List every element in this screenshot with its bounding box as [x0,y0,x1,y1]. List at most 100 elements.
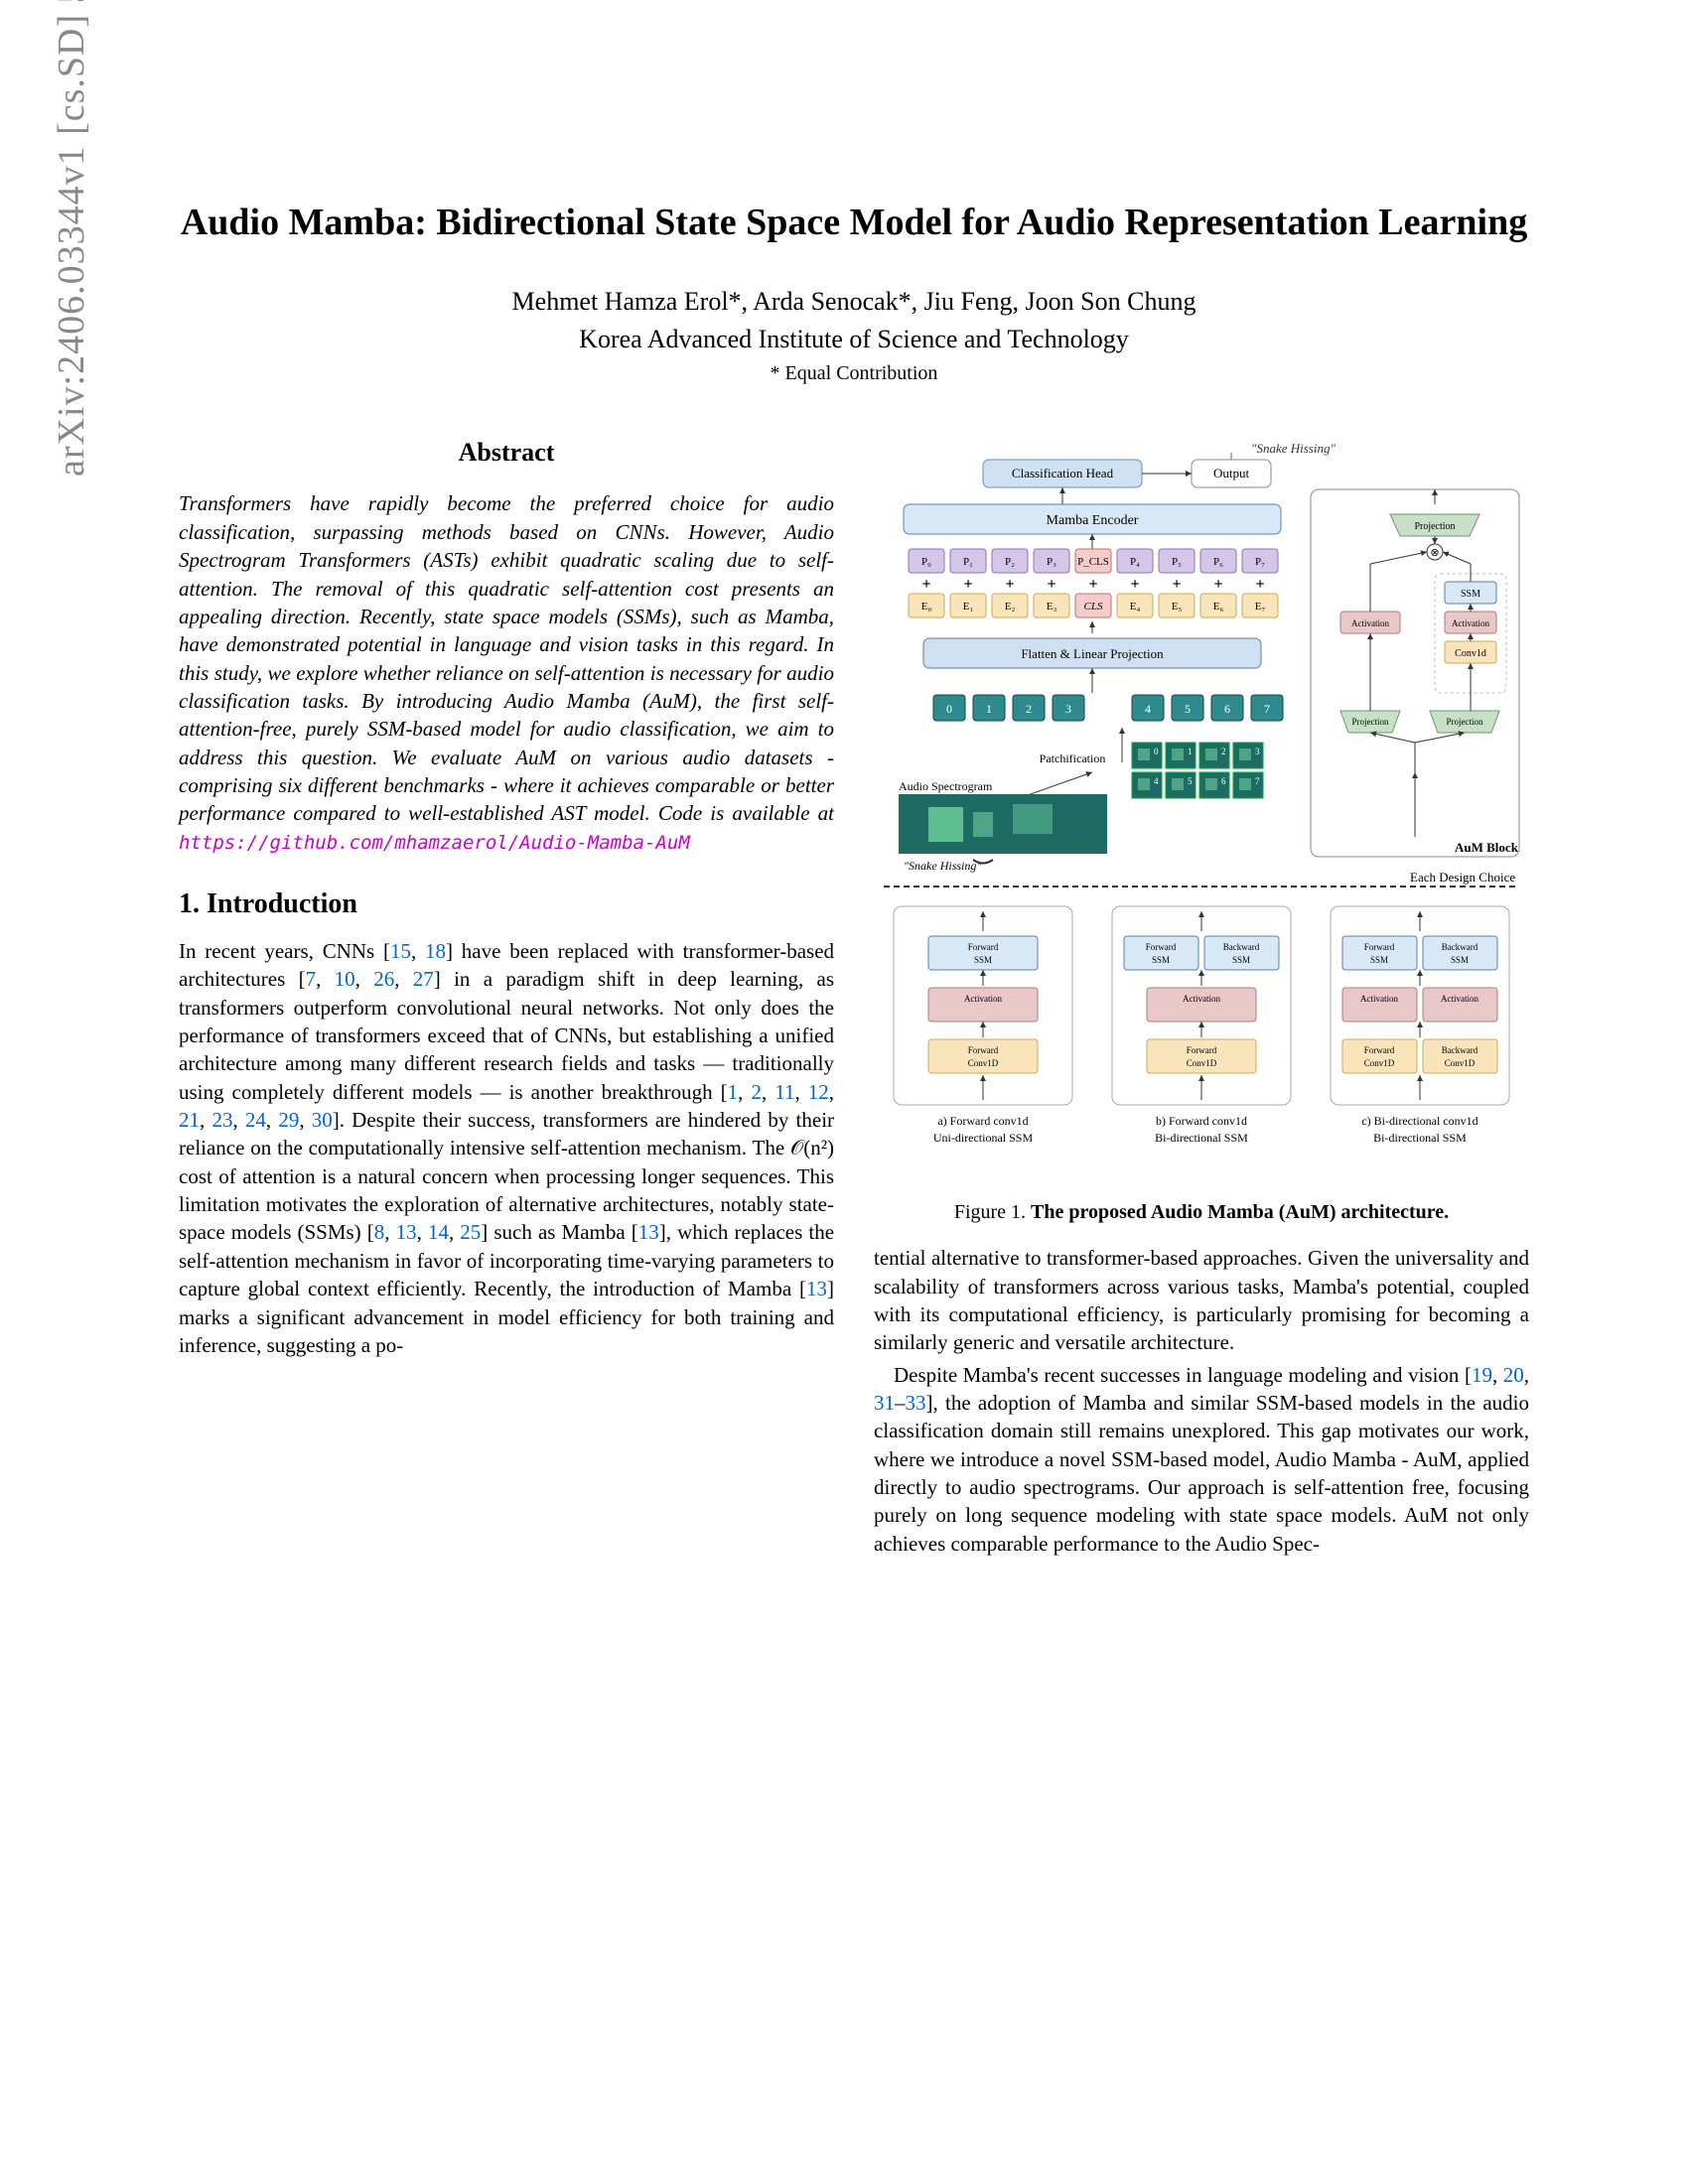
cite-15[interactable]: 15 [390,939,411,963]
cite-27[interactable]: 27 [413,967,434,991]
svg-text:Activation: Activation [1452,618,1489,628]
architecture-diagram: "Snake Hissing" Classification Head Outp… [874,435,1529,1189]
svg-text:Activation: Activation [1351,618,1389,628]
svg-text:7: 7 [1255,776,1260,786]
svg-text:P₃: P₃ [1047,556,1056,568]
svg-text:E₅: E₅ [1172,601,1183,613]
svg-text:+: + [1047,576,1055,593]
cite-14[interactable]: 14 [428,1220,449,1244]
svg-text:2: 2 [1221,747,1226,756]
svg-text:P_CLS: P_CLS [1077,556,1109,568]
svg-text:P₅: P₅ [1172,556,1182,568]
svg-text:Conv1d: Conv1d [1455,648,1486,659]
cite-2[interactable]: 2 [751,1080,762,1104]
cite-33[interactable]: 33 [906,1391,926,1415]
svg-text:Projection: Projection [1447,717,1483,727]
cite-13[interactable]: 13 [396,1220,417,1244]
authors: Mehmet Hamza Erol*, Arda Senocak*, Jiu F… [179,287,1529,317]
cite-26[interactable]: 26 [373,967,394,991]
svg-text:Mamba Encoder: Mamba Encoder [1047,513,1139,528]
svg-text:E₆: E₆ [1213,601,1224,613]
svg-text:E₃: E₃ [1047,601,1057,613]
cite-25[interactable]: 25 [460,1220,481,1244]
svg-text:5: 5 [1188,776,1193,786]
svg-text:6: 6 [1221,776,1226,786]
svg-text:0: 0 [1154,747,1159,756]
svg-text:7: 7 [1264,702,1270,716]
svg-text:E₁: E₁ [963,601,974,613]
svg-text:Forward: Forward [1146,942,1177,952]
intro-paragraph: In recent years, CNNs [15, 18] have been… [179,937,834,1359]
abstract-heading: Abstract [179,435,834,470]
cite-8[interactable]: 8 [374,1220,385,1244]
svg-text:Activation: Activation [1360,994,1398,1004]
svg-text:Activation: Activation [964,994,1002,1004]
svg-text:Forward: Forward [968,1045,999,1055]
svg-text:SSM: SSM [1370,955,1388,965]
svg-text:Conv1D: Conv1D [1187,1058,1217,1068]
cite-20[interactable]: 20 [1503,1363,1524,1387]
cite-21[interactable]: 21 [179,1108,200,1132]
p-tokens: P₀P₁P₂P₃P_CLSP₄P₅P₆P₇ [909,549,1278,573]
svg-text:1: 1 [986,702,992,716]
svg-text:Backward: Backward [1442,942,1478,952]
svg-text:E₂: E₂ [1005,601,1016,613]
svg-text:6: 6 [1224,702,1230,716]
svg-text:4: 4 [1154,776,1159,786]
cite-1[interactable]: 1 [728,1080,739,1104]
cite-19[interactable]: 19 [1472,1363,1492,1387]
svg-text:a) Forward conv1d: a) Forward conv1d [937,1114,1028,1128]
svg-text:+: + [1088,576,1097,593]
svg-text:P₆: P₆ [1213,556,1223,568]
svg-text:Backward: Backward [1442,1045,1478,1055]
arxiv-identifier: arXiv:2406.03344v1 [cs.SD] 5 Jun 2024 [50,0,93,477]
svg-text:Uni-directional SSM: Uni-directional SSM [933,1131,1034,1145]
figure-1: "Snake Hissing" Classification Head Outp… [874,435,1529,1226]
cite-31[interactable]: 31 [874,1391,895,1415]
svg-text:CLS: CLS [1084,601,1103,613]
cite-11[interactable]: 11 [774,1080,794,1104]
svg-text:4: 4 [1145,702,1151,716]
svg-text:Projection: Projection [1352,717,1389,727]
svg-text:Bi-directional SSM: Bi-directional SSM [1373,1131,1467,1145]
paper-content: Audio Mamba: Bidirectional State Space M… [0,0,1688,1621]
cite-30[interactable]: 30 [312,1108,333,1132]
svg-text:Flatten & Linear Projection: Flatten & Linear Projection [1021,646,1164,661]
svg-text:Each Design Choice: Each Design Choice [1410,870,1515,885]
svg-text:Activation: Activation [1441,994,1478,1004]
snake-label: "Snake Hissing" [1251,441,1336,456]
cite-13b[interactable]: 13 [638,1220,659,1244]
svg-text:Conv1D: Conv1D [1445,1058,1476,1068]
two-column-layout: Abstract Transformers have rapidly becom… [179,435,1529,1562]
svg-text:P₄: P₄ [1130,556,1140,568]
svg-text:+: + [1005,576,1014,593]
svg-text:P₁: P₁ [963,556,973,568]
svg-text:AuM Block: AuM Block [1455,840,1519,855]
svg-text:2: 2 [1026,702,1032,716]
svg-text:3: 3 [1255,747,1260,756]
svg-text:⊗: ⊗ [1430,547,1439,559]
svg-text:b) Forward conv1d: b) Forward conv1d [1156,1114,1247,1128]
svg-text:"Snake Hissing": "Snake Hissing" [904,859,982,873]
col2-paragraph-2: Despite Mamba's recent successes in lang… [874,1361,1529,1558]
abstract-text: Transformers have rapidly become the pre… [179,489,834,856]
svg-text:Backward: Backward [1223,942,1260,952]
cite-24[interactable]: 24 [245,1108,266,1132]
svg-text:Output: Output [1213,466,1250,480]
svg-text:P₇: P₇ [1255,556,1265,568]
cite-10[interactable]: 10 [335,967,355,991]
cite-23[interactable]: 23 [211,1108,232,1132]
cite-29[interactable]: 29 [278,1108,299,1132]
svg-text:Forward: Forward [968,942,999,952]
svg-text:5: 5 [1185,702,1191,716]
cite-12[interactable]: 12 [808,1080,829,1104]
cite-7[interactable]: 7 [306,967,317,991]
svg-text:+: + [1255,576,1264,593]
cite-18[interactable]: 18 [425,939,446,963]
cite-13c[interactable]: 13 [806,1277,827,1300]
svg-text:+: + [1172,576,1181,593]
col2-paragraph-1: tential alternative to transformer-based… [874,1244,1529,1356]
section-1-heading: 1. Introduction [179,886,834,923]
code-link[interactable]: https://github.com/mhamzaerol/Audio-Mamb… [179,832,690,854]
svg-text:Activation: Activation [1183,994,1220,1004]
